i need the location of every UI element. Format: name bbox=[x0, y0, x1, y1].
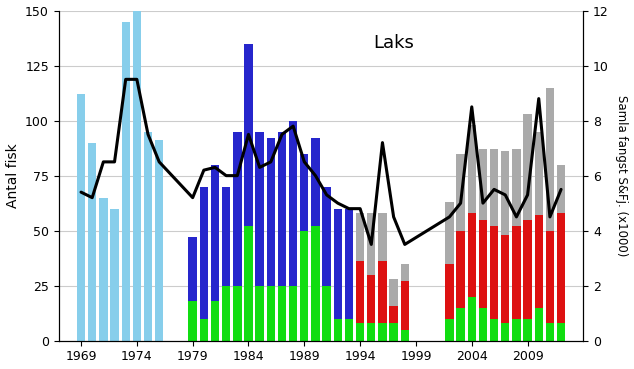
Bar bbox=[468, 125, 476, 213]
Bar bbox=[378, 213, 387, 262]
Bar bbox=[468, 213, 476, 297]
Bar bbox=[445, 202, 453, 264]
Bar bbox=[122, 21, 130, 341]
Bar bbox=[256, 286, 264, 341]
Bar bbox=[233, 132, 242, 286]
Bar bbox=[490, 319, 498, 341]
Bar bbox=[356, 262, 365, 323]
Bar bbox=[501, 235, 510, 323]
Bar bbox=[200, 319, 208, 341]
Bar bbox=[512, 319, 521, 341]
Bar bbox=[490, 149, 498, 226]
Bar bbox=[512, 149, 521, 226]
Bar bbox=[557, 323, 566, 341]
Bar bbox=[378, 262, 387, 323]
Bar bbox=[333, 319, 342, 341]
Bar bbox=[300, 231, 309, 341]
Bar bbox=[88, 143, 96, 341]
Bar bbox=[546, 87, 554, 231]
Bar bbox=[222, 187, 230, 286]
Y-axis label: Samla fangst S&Fj. (x1000): Samla fangst S&Fj. (x1000) bbox=[616, 95, 628, 256]
Bar bbox=[445, 319, 453, 341]
Bar bbox=[456, 231, 465, 308]
Bar bbox=[401, 264, 409, 281]
Bar bbox=[188, 301, 197, 341]
Bar bbox=[99, 198, 108, 341]
Bar bbox=[233, 286, 242, 341]
Bar bbox=[311, 226, 320, 341]
Bar bbox=[389, 279, 398, 306]
Bar bbox=[211, 301, 219, 341]
Bar bbox=[144, 132, 152, 341]
Bar bbox=[546, 231, 554, 323]
Bar bbox=[200, 187, 208, 319]
Bar bbox=[267, 286, 275, 341]
Bar bbox=[278, 286, 286, 341]
Bar bbox=[479, 308, 487, 341]
Bar bbox=[356, 213, 365, 262]
Bar bbox=[345, 208, 353, 319]
Bar bbox=[222, 286, 230, 341]
Bar bbox=[546, 323, 554, 341]
Bar bbox=[512, 226, 521, 319]
Bar bbox=[401, 281, 409, 330]
Bar bbox=[333, 208, 342, 319]
Bar bbox=[188, 237, 197, 301]
Bar bbox=[133, 11, 141, 341]
Bar bbox=[311, 138, 320, 226]
Bar bbox=[244, 44, 253, 226]
Bar bbox=[456, 308, 465, 341]
Bar bbox=[534, 308, 543, 341]
Bar bbox=[289, 286, 297, 341]
Bar bbox=[524, 220, 532, 319]
Bar bbox=[244, 226, 253, 341]
Bar bbox=[367, 213, 375, 275]
Bar bbox=[524, 114, 532, 220]
Bar bbox=[323, 286, 331, 341]
Bar bbox=[211, 165, 219, 301]
Bar bbox=[289, 121, 297, 286]
Bar bbox=[534, 132, 543, 215]
Bar bbox=[479, 220, 487, 308]
Bar bbox=[479, 149, 487, 220]
Y-axis label: Antal fisk: Antal fisk bbox=[6, 143, 20, 208]
Bar bbox=[490, 226, 498, 319]
Bar bbox=[345, 319, 353, 341]
Bar bbox=[267, 138, 275, 286]
Bar bbox=[356, 323, 365, 341]
Bar bbox=[557, 213, 566, 323]
Bar bbox=[389, 323, 398, 341]
Bar bbox=[501, 151, 510, 235]
Bar bbox=[501, 323, 510, 341]
Bar bbox=[77, 94, 85, 341]
Bar bbox=[367, 275, 375, 323]
Bar bbox=[534, 215, 543, 308]
Bar bbox=[557, 165, 566, 213]
Bar bbox=[445, 264, 453, 319]
Bar bbox=[110, 208, 119, 341]
Bar bbox=[323, 187, 331, 286]
Bar bbox=[401, 330, 409, 341]
Bar bbox=[256, 132, 264, 286]
Bar bbox=[456, 154, 465, 231]
Bar bbox=[378, 323, 387, 341]
Bar bbox=[278, 132, 286, 286]
Text: Laks: Laks bbox=[373, 34, 415, 52]
Bar bbox=[524, 319, 532, 341]
Bar bbox=[367, 323, 375, 341]
Bar bbox=[468, 297, 476, 341]
Bar bbox=[155, 141, 164, 341]
Bar bbox=[300, 154, 309, 231]
Bar bbox=[389, 306, 398, 323]
